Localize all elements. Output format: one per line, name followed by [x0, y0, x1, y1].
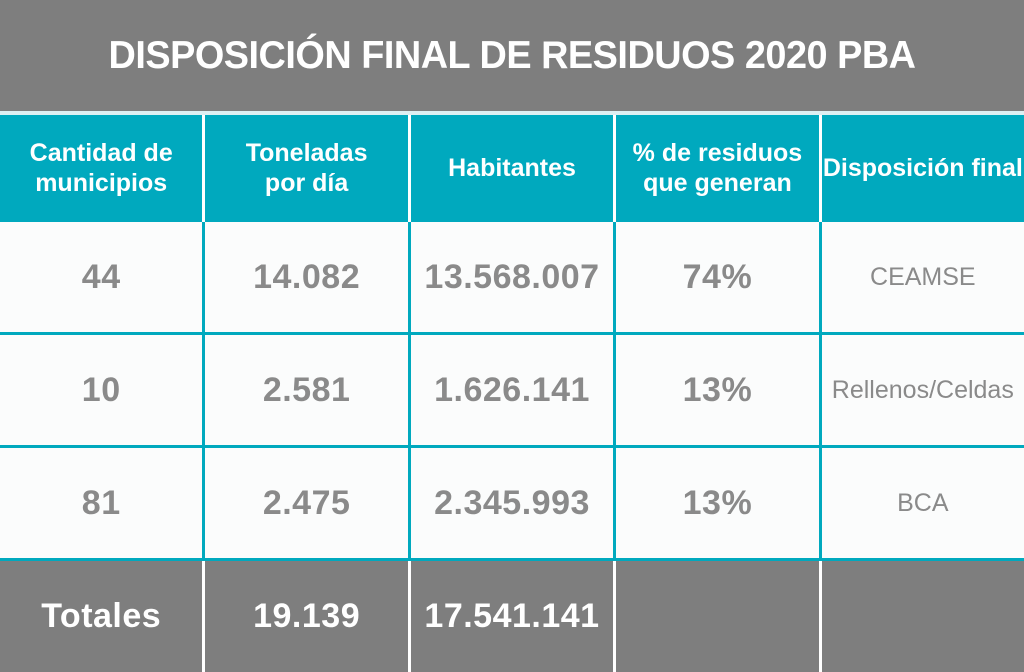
totals-toneladas: 19.139: [205, 561, 411, 672]
row-separator: [0, 558, 1024, 561]
table-row-ceamse: 44 14.082 13.568.007 74% CEAMSE: [0, 222, 1024, 332]
row-separator: [0, 332, 1024, 335]
cell-municipios: 44: [0, 222, 206, 332]
header-cell-pct-residuos: % de residuos que generan: [616, 115, 822, 222]
cell-toneladas: 2.581: [205, 335, 411, 445]
cell-habitantes: 2.345.993: [411, 448, 617, 558]
cell-toneladas: 2.475: [205, 448, 411, 558]
header-cell-toneladas-por-dia: Toneladas por día: [205, 115, 411, 222]
cell-toneladas: 14.082: [205, 222, 411, 332]
table-row-rellenos: 10 2.581 1.626.141 13% Rellenos/Celdas: [0, 335, 1024, 445]
header-cell-disposicion-final: Disposición final: [822, 153, 1023, 182]
cell-pct-residuos: 74%: [616, 222, 822, 332]
cell-municipios: 81: [0, 448, 206, 558]
cell-municipios: 10: [0, 335, 206, 445]
cell-disposicion-final: CEAMSE: [870, 262, 976, 291]
cell-pct-residuos: 13%: [616, 335, 822, 445]
cell-pct-residuos: 13%: [616, 448, 822, 558]
cell-habitantes: 1.626.141: [411, 335, 617, 445]
table-totals-row: Totales 19.139 17.541.141: [0, 561, 1024, 672]
totals-habitantes: 17.541.141: [411, 561, 617, 672]
cell-disposicion-final: BCA: [897, 488, 949, 517]
header-cell-cantidad-municipios: Cantidad de municipios: [0, 115, 206, 222]
table-row-bca: 81 2.475 2.345.993 13% BCA: [0, 448, 1024, 558]
cell-habitantes: 13.568.007: [411, 222, 617, 332]
totals-pct-residuos-empty: [616, 561, 822, 672]
title-divider: [0, 111, 1024, 115]
totals-disposicion-empty: [822, 561, 1024, 672]
cell-disposicion-final: Rellenos/Celdas: [831, 375, 1014, 404]
header-cell-habitantes: Habitantes: [411, 115, 617, 222]
page-title: DISPOSICIÓN FINAL DE RESIDUOS 2020 PBA: [108, 33, 916, 77]
totals-label: Totales: [0, 561, 206, 672]
title-band: DISPOSICIÓN FINAL DE RESIDUOS 2020 PBA: [0, 0, 1024, 111]
row-separator: [0, 445, 1024, 448]
table-header-row: Cantidad de municipios Toneladas por día…: [0, 115, 1024, 222]
